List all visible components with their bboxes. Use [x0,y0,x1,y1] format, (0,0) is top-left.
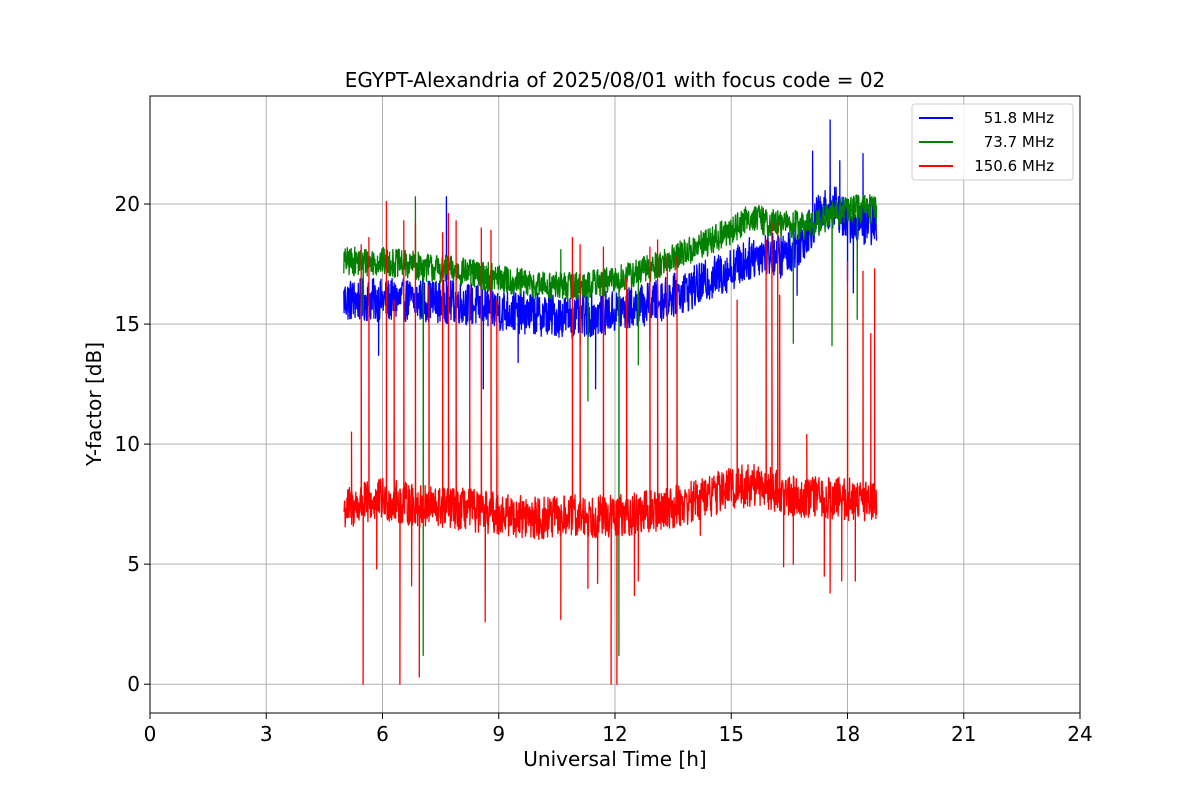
axis-ticks: 0 3 6 9 12 15 18 21 24 0 5 10 15 20 [115,192,1093,746]
x-tick-label: 0 [144,722,157,746]
legend-label: 51.8 MHz [984,109,1054,127]
y-tick-label: 5 [127,552,140,576]
legend-box [911,103,1074,181]
x-tick-label: 15 [719,722,744,746]
legend-label: 73.7 MHz [984,133,1054,151]
x-tick-label: 18 [835,722,860,746]
x-tick-label: 6 [376,722,389,746]
y-axis-label: Y-factor [dB] [82,342,106,467]
y-tick-label: 15 [115,312,140,336]
x-tick-label: 3 [260,722,273,746]
series-line [343,200,878,685]
plot-series [343,119,878,685]
legend-label: 150.6 MHz [974,157,1054,175]
x-tick-label: 9 [492,722,505,746]
x-tick-label: 24 [1067,722,1092,746]
x-axis-label: Universal Time [h] [523,747,706,771]
y-tick-label: 0 [127,672,140,696]
series-line [343,194,878,657]
chart-title: EGYPT-Alexandria of 2025/08/01 with focu… [345,68,886,92]
legend: 51.8 MHz 73.7 MHz 150.6 MHz [911,103,1074,181]
y-tick-label: 10 [115,432,140,456]
x-tick-label: 21 [951,722,976,746]
y-tick-label: 20 [115,192,140,216]
x-tick-label: 12 [602,722,627,746]
